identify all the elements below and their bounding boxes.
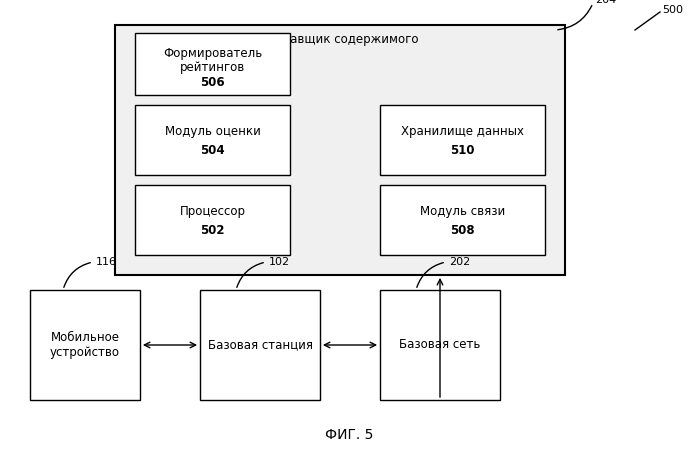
Text: ФИГ. 5: ФИГ. 5 (325, 428, 373, 442)
Text: Поставщик содержимого: Поставщик содержимого (261, 32, 419, 46)
Bar (135, 33, 290, 95)
Text: Хранилище данных: Хранилище данных (401, 126, 524, 138)
Text: 116: 116 (96, 257, 117, 267)
Bar (380, 105, 545, 175)
Text: Модуль связи: Модуль связи (420, 206, 505, 218)
Text: Процессор: Процессор (180, 206, 245, 218)
Text: 204: 204 (595, 0, 617, 5)
Text: рейтингов: рейтингов (180, 61, 245, 75)
Text: 504: 504 (200, 143, 225, 157)
Text: 510: 510 (450, 143, 475, 157)
Bar (200, 290, 320, 400)
Text: Модуль оценки: Модуль оценки (164, 126, 261, 138)
Text: 500: 500 (662, 5, 683, 15)
Bar (380, 290, 500, 400)
Text: 502: 502 (200, 223, 225, 237)
Text: Базовая сеть: Базовая сеть (399, 339, 481, 352)
Text: Мобильное
устройство: Мобильное устройство (50, 331, 120, 359)
Bar (30, 290, 140, 400)
Text: 102: 102 (269, 257, 290, 267)
Bar (135, 105, 290, 175)
Text: Формирователь: Формирователь (163, 47, 262, 61)
Bar (135, 185, 290, 255)
Text: 202: 202 (449, 257, 470, 267)
Bar (115, 25, 565, 275)
Text: 508: 508 (450, 223, 475, 237)
Text: Базовая станция: Базовая станция (208, 339, 312, 352)
Text: 506: 506 (200, 76, 225, 89)
Bar (380, 185, 545, 255)
